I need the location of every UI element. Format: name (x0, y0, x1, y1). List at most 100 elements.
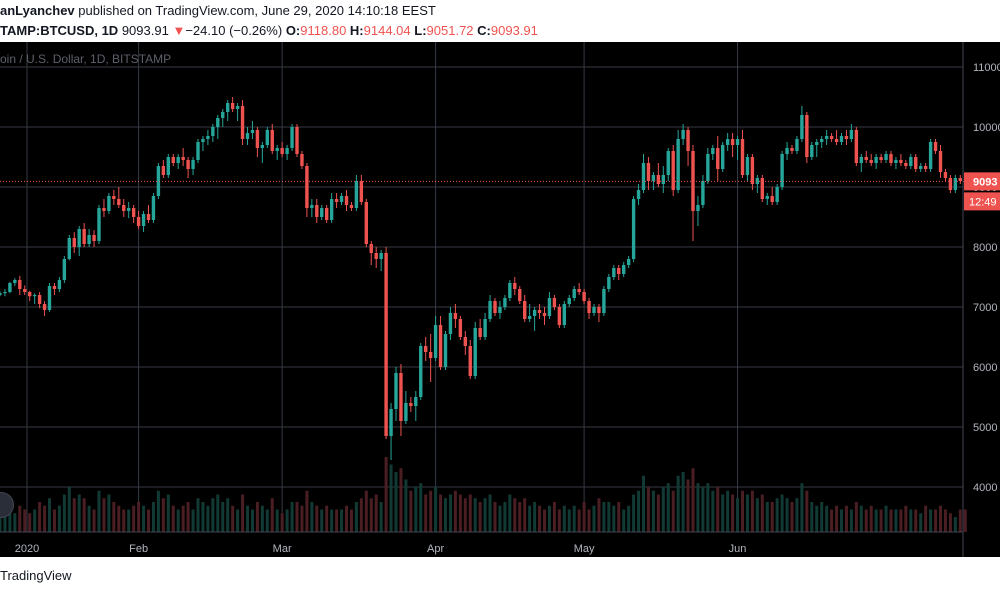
candle-body[interactable] (755, 178, 760, 184)
candle-body[interactable] (582, 292, 586, 301)
candle-body[interactable] (127, 208, 131, 211)
candle-body[interactable] (230, 103, 235, 109)
candle-body[interactable] (52, 286, 57, 289)
candle-body[interactable] (0, 293, 2, 295)
candle-body[interactable] (958, 178, 962, 181)
candle-body[interactable] (785, 148, 789, 154)
candle-body[interactable] (122, 205, 126, 211)
candle-body[interactable] (285, 148, 289, 154)
candle-body[interactable] (805, 115, 809, 157)
candle-body[interactable] (834, 139, 839, 142)
candle-body[interactable] (557, 307, 562, 325)
candle-body[interactable] (250, 130, 255, 133)
candle-body[interactable] (919, 166, 923, 169)
candle-body[interactable] (186, 160, 190, 169)
candle-body[interactable] (428, 352, 433, 358)
candle-body[interactable] (176, 157, 180, 163)
candle-body[interactable] (191, 160, 195, 169)
candle-body[interactable] (676, 139, 680, 190)
candle-body[interactable] (518, 289, 522, 301)
candle-body[interactable] (389, 409, 393, 436)
candle-body[interactable] (686, 130, 690, 151)
candle-body[interactable] (260, 145, 265, 148)
candle-body[interactable] (409, 403, 413, 406)
candlestick-chart[interactable]: oin / U.S. Dollar, 1D, BITSTAMP 11000 100… (0, 42, 1000, 557)
candle-body[interactable] (527, 316, 532, 319)
candle-body[interactable] (344, 196, 349, 205)
candle-body[interactable] (948, 178, 953, 190)
candle-body[interactable] (206, 136, 210, 139)
candle-body[interactable] (923, 166, 928, 169)
candle-body[interactable] (374, 253, 378, 259)
candle-body[interactable] (349, 205, 354, 208)
candle-body[interactable] (47, 286, 52, 310)
candle-body[interactable] (874, 157, 878, 163)
candle-body[interactable] (310, 205, 314, 208)
candle-body[interactable] (735, 139, 740, 145)
candle-body[interactable] (612, 268, 616, 277)
candle-body[interactable] (235, 106, 240, 109)
candle-body[interactable] (607, 277, 611, 289)
candle-body[interactable] (602, 289, 606, 313)
candle-body[interactable] (384, 253, 388, 436)
candle-body[interactable] (334, 199, 339, 202)
candle-body[interactable] (636, 190, 641, 199)
candle-body[interactable] (711, 148, 715, 154)
candle-body[interactable] (904, 163, 908, 166)
candle-body[interactable] (542, 313, 547, 316)
candle-body[interactable] (463, 337, 467, 346)
candle-body[interactable] (424, 346, 428, 352)
candle-body[interactable] (745, 157, 750, 175)
candle-body[interactable] (62, 259, 67, 280)
candle-body[interactable] (364, 202, 368, 244)
candle-body[interactable] (226, 103, 230, 112)
candle-body[interactable] (532, 310, 537, 316)
candle-body[interactable] (889, 154, 893, 163)
candle-body[interactable] (240, 106, 245, 139)
candle-body[interactable] (201, 139, 205, 142)
candle-body[interactable] (151, 196, 156, 220)
candle-body[interactable] (448, 313, 453, 334)
candle-body[interactable] (706, 154, 710, 181)
candle-body[interactable] (562, 304, 566, 325)
candle-body[interactable] (42, 304, 47, 310)
candle-body[interactable] (592, 307, 596, 313)
candle-body[interactable] (537, 310, 542, 313)
candle-body[interactable] (938, 151, 943, 172)
axes[interactable]: 11000100009000800070006000500040002020Fe… (0, 42, 1000, 557)
candle-body[interactable] (631, 199, 636, 259)
candle-body[interactable] (414, 397, 418, 406)
candle-body[interactable] (953, 178, 958, 190)
candle-body[interactable] (275, 148, 279, 151)
candle-body[interactable] (295, 127, 299, 154)
candle-body[interactable] (156, 166, 161, 196)
candle-body[interactable] (815, 142, 819, 145)
candle-body[interactable] (641, 163, 646, 190)
candle-body[interactable] (399, 373, 403, 421)
candle-body[interactable] (483, 319, 487, 337)
candle-body[interactable] (795, 139, 799, 151)
candle-body[interactable] (933, 142, 938, 151)
candle-body[interactable] (760, 178, 764, 199)
candle-body[interactable] (166, 157, 170, 175)
candle-body[interactable] (433, 325, 438, 358)
candle-body[interactable] (300, 154, 304, 166)
candle-body[interactable] (928, 142, 933, 169)
candle-body[interactable] (419, 346, 423, 397)
candle-body[interactable] (146, 214, 151, 220)
candle-body[interactable] (196, 142, 200, 160)
candle-body[interactable] (622, 265, 626, 274)
candle-body[interactable] (161, 166, 166, 175)
candle-body[interactable] (141, 214, 146, 226)
candle-body[interactable] (438, 325, 443, 367)
candle-body[interactable] (646, 163, 651, 181)
candle-body[interactable] (740, 139, 745, 175)
candle-body[interactable] (112, 196, 116, 199)
candle-body[interactable] (725, 139, 730, 145)
candle-body[interactable] (750, 157, 755, 184)
candle-body[interactable] (914, 157, 918, 169)
candle-body[interactable] (839, 136, 844, 142)
candle-body[interactable] (404, 403, 408, 421)
candle-body[interactable] (849, 130, 854, 139)
candle-body[interactable] (28, 292, 32, 297)
